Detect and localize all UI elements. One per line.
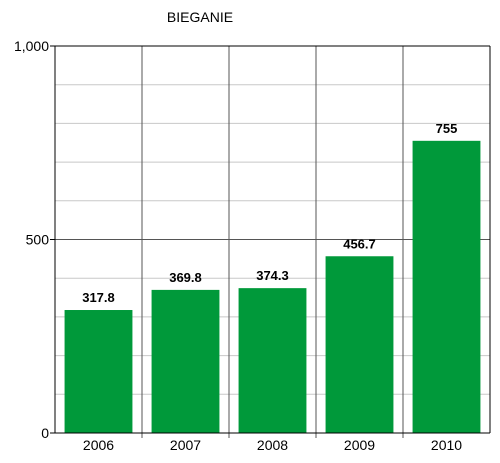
x-tick-label: 2008 [257,437,288,453]
y-tick-label: 1,000 [14,38,49,54]
x-axis-ticks: 2006 2007 2008 2009 2010 [83,437,462,453]
chart-title: BIEGANIE [167,9,233,25]
bar-2009 [325,256,394,433]
plot-frame [50,45,491,434]
bar-2006 [64,310,133,433]
x-tick-label: 2009 [344,437,375,453]
bar-2007 [151,289,220,433]
bar-2010 [412,140,481,433]
data-label-2008: 374.3 [256,268,289,283]
data-label-2007: 369.8 [169,270,202,285]
y-tick-label: 500 [26,232,50,248]
x-tick-label: 2007 [170,437,201,453]
y-axis-ticks: 0 500 1,000 [14,38,55,441]
bar-2008 [238,288,307,433]
data-label-2006: 317.8 [82,290,115,305]
data-label-2009: 456.7 [343,236,376,251]
bars [64,140,481,433]
x-tick-label: 2006 [83,437,114,453]
x-tick-label: 2010 [431,437,462,453]
y-tick-label: 0 [41,425,49,441]
data-labels: 317.8 369.8 374.3 456.7 755 [82,121,457,305]
data-label-2010: 755 [436,121,458,136]
